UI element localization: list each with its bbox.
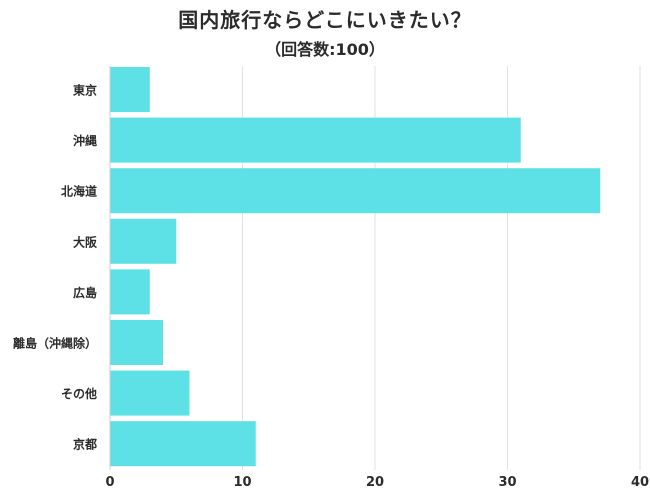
- bar: [110, 67, 150, 112]
- x-tick-label: 10: [233, 475, 251, 488]
- chart-subtitle: （回答数:100）: [265, 40, 385, 59]
- x-tick-label: 40: [631, 475, 649, 488]
- chart-title: 国内旅行ならどこにいきたい？: [178, 8, 472, 32]
- category-label: 離島（沖縄除）: [13, 336, 97, 351]
- category-label: 東京: [73, 83, 97, 98]
- bar: [110, 320, 163, 365]
- category-label: 京都: [73, 437, 97, 452]
- bar: [110, 370, 190, 416]
- category-label: 大阪: [73, 234, 98, 249]
- category-label: その他: [61, 386, 97, 401]
- x-tick-label: 30: [498, 475, 516, 488]
- category-label: 沖縄: [73, 133, 97, 148]
- category-label: 北海道: [61, 184, 97, 199]
- bar: [110, 269, 150, 315]
- category-label: 広島: [73, 285, 97, 300]
- bar: [110, 117, 521, 163]
- x-tick-label: 0: [105, 475, 114, 488]
- bar: [110, 421, 256, 467]
- bar: [110, 218, 177, 264]
- x-tick-label: 20: [366, 475, 384, 488]
- bar: [110, 168, 601, 214]
